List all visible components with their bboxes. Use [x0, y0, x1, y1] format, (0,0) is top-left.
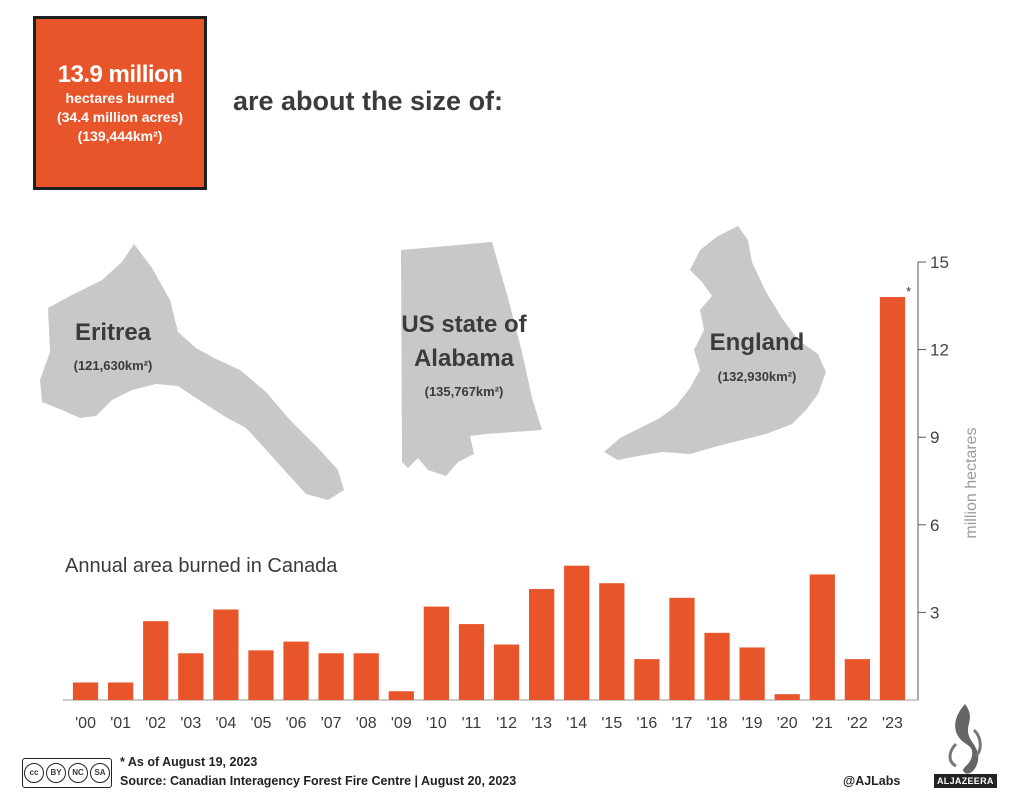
- bar-07: [318, 653, 344, 700]
- bar-20: [774, 694, 800, 700]
- x-tick-label: '19: [742, 715, 763, 732]
- y-tick-label: 15: [930, 253, 949, 272]
- x-tick-label: '03: [180, 715, 201, 732]
- x-tick-label: '13: [531, 715, 552, 732]
- y-tick-label: 6: [930, 516, 939, 535]
- headline-box: 13.9 million hectares burned (34.4 milli…: [33, 16, 207, 190]
- x-tick-label: '16: [636, 715, 657, 732]
- y-tick-label: 9: [930, 428, 939, 447]
- x-tick-label: '17: [672, 715, 693, 732]
- bar-09: [388, 691, 414, 700]
- aljazeera-logo-icon: [948, 704, 982, 774]
- england-map-icon: [604, 226, 826, 460]
- y-tick-label: 12: [930, 341, 949, 360]
- alabama-label-line-1: US state of: [401, 311, 527, 338]
- x-tick-label: '06: [286, 715, 307, 732]
- x-tick-label: '08: [356, 715, 377, 732]
- bar-14: [564, 565, 590, 700]
- bar-12: [493, 644, 520, 700]
- x-tick-label: '02: [145, 715, 166, 732]
- x-tick-label: '23: [882, 715, 903, 732]
- x-tick-label: '11: [462, 715, 482, 732]
- bar-11: [458, 624, 485, 700]
- x-tick-label: '22: [847, 715, 868, 732]
- creative-commons-badge: cc BY NC SA: [22, 758, 112, 788]
- cc-icon: cc: [24, 763, 44, 783]
- bar-21: [809, 574, 835, 700]
- x-tick-label: '01: [110, 715, 131, 732]
- comparison-eritrea: Eritrea (121,630km²): [74, 319, 153, 373]
- headline-line-1: hectares burned: [65, 90, 175, 106]
- cc-nc-icon: NC: [68, 763, 88, 783]
- x-tick-label: '21: [812, 715, 833, 732]
- bar-22: [844, 659, 871, 700]
- bar-16: [634, 659, 660, 700]
- x-tick-label: '09: [391, 715, 412, 732]
- headline-line-2: (34.4 million acres): [56, 109, 184, 125]
- eritrea-area: (121,630km²): [74, 358, 153, 373]
- x-tick-label: '10: [426, 715, 447, 732]
- x-tick-label: '20: [777, 715, 798, 732]
- x-tick-label: '15: [601, 715, 622, 732]
- x-tick-label: '14: [566, 715, 587, 732]
- bar-23: [879, 297, 906, 700]
- aj-labs-handle: @AJLabs: [843, 774, 901, 788]
- headline-tail: are about the size of:: [233, 86, 504, 116]
- cc-by-icon: BY: [46, 763, 66, 783]
- latest-bar-asterisk: *: [906, 284, 911, 299]
- footnote: * As of August 19, 2023: [120, 755, 258, 769]
- y-axis-label: million hectares: [963, 427, 980, 538]
- y-tick-label: 3: [930, 603, 939, 622]
- bar-08: [353, 653, 379, 700]
- headline-value: 13.9 million: [57, 61, 183, 88]
- comparison-england: England (132,930km²): [710, 329, 805, 384]
- bar-13: [528, 589, 555, 700]
- alabama-area: (135,767km²): [425, 384, 504, 399]
- alabama-label-line-2: Alabama: [414, 345, 515, 372]
- x-tick-label: '12: [496, 715, 517, 732]
- cc-sa-icon: SA: [90, 763, 110, 783]
- headline-line-3: (139,444km²): [77, 128, 163, 144]
- bar-15: [599, 583, 625, 700]
- bar-02: [143, 621, 169, 700]
- x-tick-label: '05: [251, 715, 272, 732]
- source-line: Source: Canadian Interagency Forest Fire…: [120, 774, 517, 788]
- bar-10: [423, 606, 450, 700]
- bar-03: [178, 653, 204, 700]
- chart-title: Annual area burned in Canada: [65, 555, 338, 577]
- bar-series: [72, 297, 906, 700]
- aljazeera-wordmark: ALJAZEERA: [934, 774, 997, 788]
- bar-17: [669, 597, 695, 700]
- england-label: England: [710, 329, 805, 356]
- bar-19: [739, 647, 765, 700]
- x-tick-label: '07: [321, 715, 342, 732]
- bar-00: [72, 682, 99, 700]
- eritrea-label: Eritrea: [75, 319, 152, 346]
- x-tick-label: '04: [215, 715, 236, 732]
- bar-05: [248, 650, 274, 700]
- bar-06: [283, 641, 309, 700]
- bar-01: [107, 682, 134, 700]
- england-area: (132,930km²): [718, 369, 797, 384]
- bar-04: [213, 609, 239, 700]
- comparison-alabama: US state of Alabama (135,767km²): [401, 311, 527, 399]
- x-tick-label: '18: [707, 715, 728, 732]
- bar-18: [704, 632, 730, 700]
- eritrea-map-icon: [40, 244, 344, 500]
- y-axis-ticks: 3 6 9 12 15: [918, 253, 949, 622]
- x-tick-label: '00: [75, 715, 96, 732]
- alabama-map-icon: [401, 242, 542, 476]
- x-axis-labels: '00 '01 '02 '03 '04 '05 '06 '07 '08 '09 '10 '11 '12 '…: [75, 715, 903, 732]
